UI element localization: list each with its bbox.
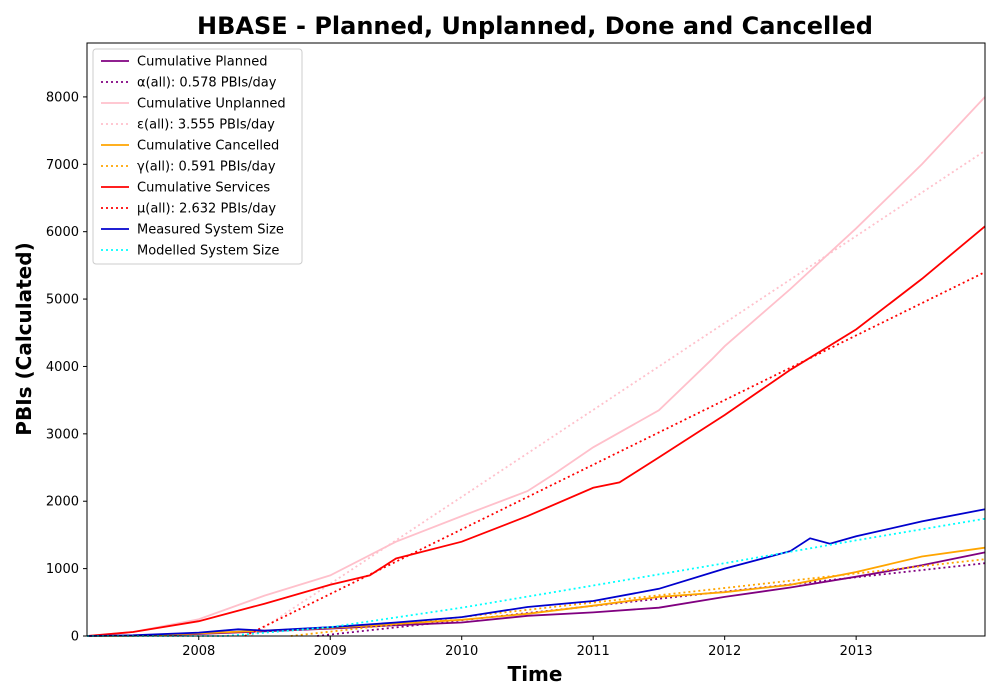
- y-tick-label: 6000: [46, 225, 79, 240]
- series-line-3: [250, 150, 986, 637]
- legend-label-3: ε(all): 3.555 PBIs/day: [137, 118, 275, 133]
- x-tick-label: 2010: [445, 644, 478, 659]
- series-line-9: [87, 517, 986, 637]
- plot-frame: [86, 42, 986, 637]
- legend-label-1: α(all): 0.578 PBIs/day: [137, 76, 277, 91]
- x-tick-label: 2008: [182, 644, 215, 659]
- series-line-8: [86, 508, 986, 637]
- series-line-4: [86, 546, 986, 637]
- legend-label-6: Cumulative Services: [137, 181, 270, 196]
- legend-label-8: Measured System Size: [137, 223, 284, 238]
- legend-label-0: Cumulative Planned: [137, 55, 267, 70]
- y-tick-label: 8000: [46, 90, 79, 105]
- legend-label-4: Cumulative Cancelled: [137, 139, 279, 154]
- x-tick-label: 2011: [577, 644, 610, 659]
- series-layer: [86, 96, 986, 637]
- series-line-0: [86, 551, 986, 637]
- y-axis-label: PBIs (Calculated): [12, 242, 36, 435]
- y-tick-label: 0: [71, 630, 79, 645]
- legend-label-9: Modelled System Size: [137, 244, 279, 259]
- x-tick-label: 2009: [314, 644, 347, 659]
- y-tick-label: 7000: [46, 158, 79, 173]
- series-line-5: [290, 558, 986, 637]
- y-tick-label: 1000: [46, 562, 79, 577]
- y-tick-label: 3000: [46, 427, 79, 442]
- x-tick-label: 2013: [840, 644, 873, 659]
- legend-box: [92, 48, 303, 265]
- series-line-2: [86, 96, 986, 637]
- legend: Cumulative Planned α(all): 0.578 PBIs/day…: [92, 48, 303, 265]
- y-tick-label: 2000: [46, 495, 79, 510]
- legend-label-7: μ(all): 2.632 PBIs/day: [137, 202, 276, 217]
- series-line-1: [317, 562, 986, 637]
- ticks-layer: 2008 2009 2010 2011 2012 2013 0 1000 2000 3000 400…: [46, 90, 873, 659]
- x-axis-label: Time: [508, 662, 563, 686]
- chart-title: HBASE - Planned, Unplanned, Done and Can…: [197, 12, 873, 40]
- x-tick-label: 2012: [708, 644, 741, 659]
- y-tick-label: 4000: [46, 360, 79, 375]
- legend-label-5: γ(all): 0.591 PBIs/day: [137, 160, 276, 175]
- series-line-6: [86, 225, 986, 637]
- y-tick-label: 5000: [46, 293, 79, 308]
- legend-label-2: Cumulative Unplanned: [137, 97, 286, 112]
